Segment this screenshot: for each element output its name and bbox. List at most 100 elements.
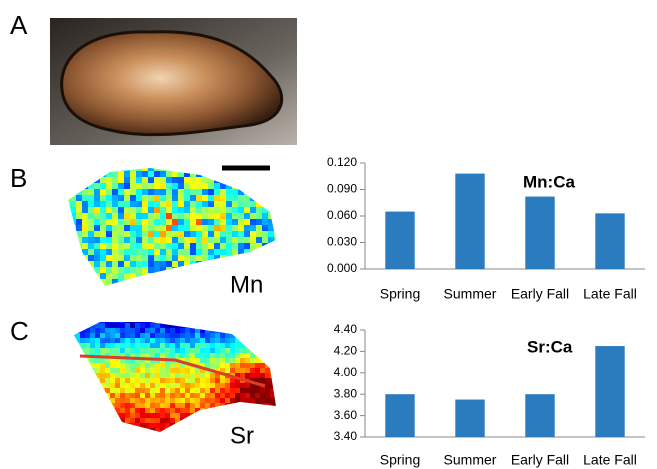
map-pixel xyxy=(265,318,270,323)
map-pixel xyxy=(178,261,184,267)
map-pixel xyxy=(265,323,270,328)
map-pixel xyxy=(130,267,136,273)
map-pixel xyxy=(255,328,260,333)
map-pixel xyxy=(185,378,190,383)
map-pixel xyxy=(115,398,120,403)
map-pixel xyxy=(185,423,190,428)
map-pixel xyxy=(245,368,250,373)
map-pixel xyxy=(136,255,142,261)
map-pixel xyxy=(208,171,214,177)
map-pixel xyxy=(160,413,165,418)
map-pixel xyxy=(88,231,94,237)
map-pixel xyxy=(105,388,110,393)
map-pixel xyxy=(125,433,130,438)
map-pixel xyxy=(105,403,110,408)
map-pixel xyxy=(130,393,135,398)
map-pixel xyxy=(255,368,260,373)
map-pixel xyxy=(106,171,112,177)
map-pixel xyxy=(270,383,275,388)
map-pixel xyxy=(76,171,82,177)
map-pixel xyxy=(275,423,280,428)
map-pixel xyxy=(145,383,150,388)
map-pixel xyxy=(120,343,125,348)
map-pixel xyxy=(100,418,105,423)
map-pixel xyxy=(250,368,255,373)
map-pixel xyxy=(110,378,115,383)
map-pixel xyxy=(155,403,160,408)
map-pixel xyxy=(140,333,145,338)
map-pixel xyxy=(185,383,190,388)
map-pixel xyxy=(70,433,75,438)
map-pixel xyxy=(225,328,230,333)
map-pixel xyxy=(208,165,214,171)
map-pixel xyxy=(268,183,274,189)
map-pixel xyxy=(165,318,170,323)
map-pixel xyxy=(94,237,100,243)
map-pixel xyxy=(95,418,100,423)
map-pixel xyxy=(202,261,208,267)
map-pixel xyxy=(160,285,166,291)
map-pixel xyxy=(170,418,175,423)
map-pixel xyxy=(185,353,190,358)
map-pixel xyxy=(255,423,260,428)
map-pixel xyxy=(260,413,265,418)
map-pixel xyxy=(130,363,135,368)
map-pixel xyxy=(208,267,214,273)
map-pixel xyxy=(100,343,105,348)
map-pixel xyxy=(160,171,166,177)
map-pixel xyxy=(214,279,220,285)
map-pixel xyxy=(160,378,165,383)
map-pixel xyxy=(265,333,270,338)
map-pixel xyxy=(220,207,226,213)
map-pixel xyxy=(235,318,240,323)
map-pixel xyxy=(88,177,94,183)
map-pixel xyxy=(215,338,220,343)
map-pixel xyxy=(214,195,220,201)
map-pixel xyxy=(255,388,260,393)
map-pixel xyxy=(175,378,180,383)
map-pixel xyxy=(135,363,140,368)
map-pixel xyxy=(215,363,220,368)
map-pixel xyxy=(225,388,230,393)
map-pixel xyxy=(232,243,238,249)
map-pixel xyxy=(145,378,150,383)
map-pixel xyxy=(100,403,105,408)
panel-label: A xyxy=(10,10,28,40)
map-pixel xyxy=(165,378,170,383)
map-pixel xyxy=(95,333,100,338)
map-pixel xyxy=(214,165,220,171)
map-pixel xyxy=(95,388,100,393)
map-pixel xyxy=(220,237,226,243)
map-pixel xyxy=(270,393,275,398)
map-pixel xyxy=(142,219,148,225)
map-pixel xyxy=(165,398,170,403)
map-pixel xyxy=(80,338,85,343)
map-pixel xyxy=(250,403,255,408)
map-pixel xyxy=(220,348,225,353)
y-tick-label: 0.120 xyxy=(327,155,357,169)
map-pixel xyxy=(190,343,195,348)
map-pixel xyxy=(136,231,142,237)
map-pixel xyxy=(125,418,130,423)
map-pixel xyxy=(250,219,256,225)
map-pixel xyxy=(265,353,270,358)
map-pixel xyxy=(260,328,265,333)
map-pixel xyxy=(238,237,244,243)
map-pixel xyxy=(150,338,155,343)
map-pixel xyxy=(190,273,196,279)
map-pixel xyxy=(250,249,256,255)
map-pixel xyxy=(220,403,225,408)
map-pixel xyxy=(95,358,100,363)
map-pixel xyxy=(64,213,70,219)
map-pixel xyxy=(275,373,280,378)
map-pixel xyxy=(88,213,94,219)
map-pixel xyxy=(245,383,250,388)
map-pixel xyxy=(82,207,88,213)
map-pixel xyxy=(220,171,226,177)
map-pixel xyxy=(275,323,280,328)
map-pixel xyxy=(238,261,244,267)
map-pixel xyxy=(184,279,190,285)
map-pixel xyxy=(118,243,124,249)
map-pixel xyxy=(148,213,154,219)
map-pixel xyxy=(262,189,268,195)
